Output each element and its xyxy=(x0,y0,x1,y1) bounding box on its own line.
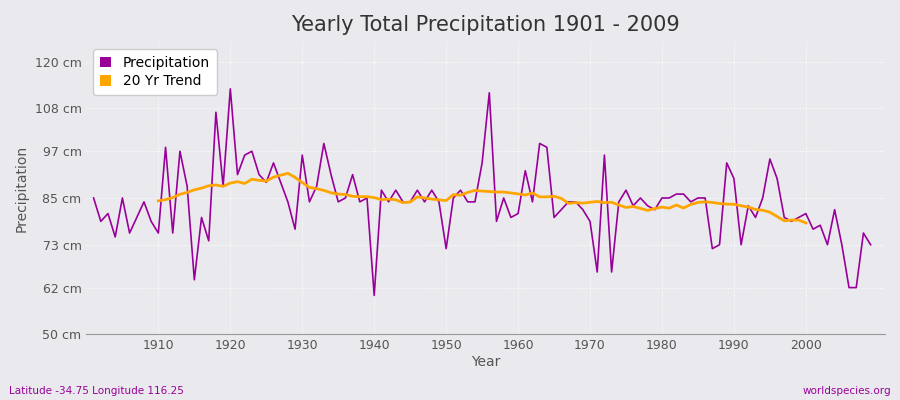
Legend: Precipitation, 20 Yr Trend: Precipitation, 20 Yr Trend xyxy=(94,49,217,95)
Y-axis label: Precipitation: Precipitation xyxy=(15,145,29,232)
X-axis label: Year: Year xyxy=(471,355,500,369)
Title: Yearly Total Precipitation 1901 - 2009: Yearly Total Precipitation 1901 - 2009 xyxy=(292,15,680,35)
Precipitation xyxy=(225,86,236,91)
Precipitation xyxy=(146,219,157,224)
20 Yr Trend xyxy=(153,198,164,203)
20 Yr Trend xyxy=(793,218,804,222)
Precipitation xyxy=(88,196,99,200)
Precipitation xyxy=(311,184,322,189)
Line: 20 Yr Trend: 20 Yr Trend xyxy=(158,173,806,223)
Text: worldspecies.org: worldspecies.org xyxy=(803,386,891,396)
20 Yr Trend xyxy=(786,218,796,222)
Line: Precipitation: Precipitation xyxy=(94,89,870,295)
20 Yr Trend xyxy=(706,200,717,205)
20 Yr Trend xyxy=(311,186,322,191)
Precipitation xyxy=(527,200,538,204)
Precipitation xyxy=(614,200,625,204)
20 Yr Trend xyxy=(232,179,243,184)
Precipitation xyxy=(520,168,531,173)
20 Yr Trend xyxy=(283,171,293,176)
Text: Latitude -34.75 Longitude 116.25: Latitude -34.75 Longitude 116.25 xyxy=(9,386,184,396)
20 Yr Trend xyxy=(800,220,811,225)
Precipitation xyxy=(865,242,876,247)
Precipitation xyxy=(369,293,380,298)
Precipitation xyxy=(355,200,365,204)
20 Yr Trend xyxy=(326,190,337,195)
